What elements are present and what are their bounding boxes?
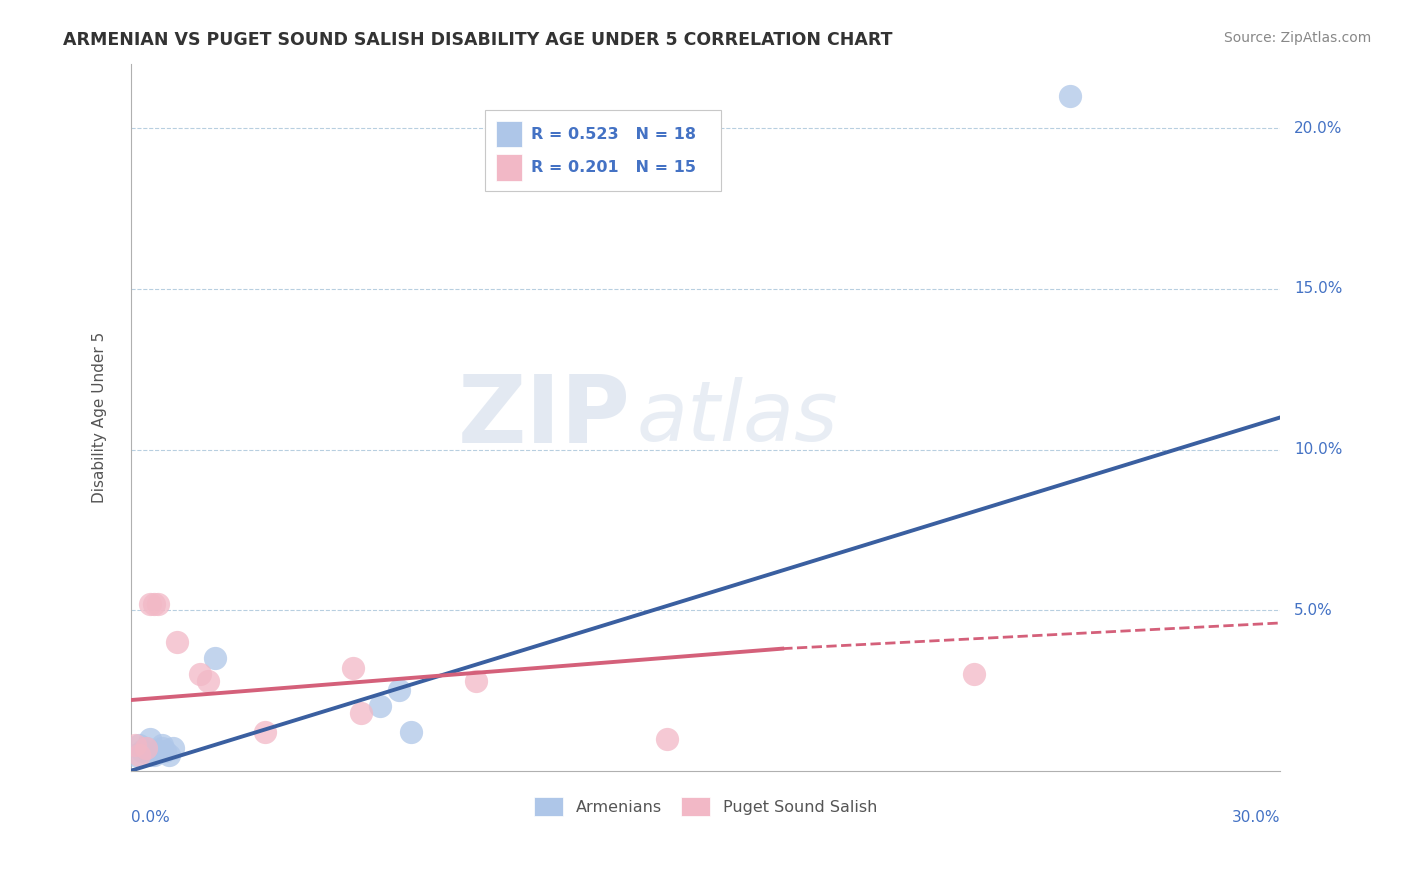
FancyBboxPatch shape (496, 120, 522, 147)
Text: ARMENIAN VS PUGET SOUND SALISH DISABILITY AGE UNDER 5 CORRELATION CHART: ARMENIAN VS PUGET SOUND SALISH DISABILIT… (63, 31, 893, 49)
Text: atlas: atlas (637, 377, 838, 458)
Text: 15.0%: 15.0% (1294, 281, 1343, 296)
Y-axis label: Disability Age Under 5: Disability Age Under 5 (93, 332, 107, 503)
Point (155, 744, 177, 758)
Point (139, 597, 162, 611)
Point (342, 661, 364, 675)
Point (157, 747, 180, 762)
Point (1059, 89, 1081, 103)
Point (135, 741, 157, 756)
Text: R = 0.201   N = 15: R = 0.201 N = 15 (531, 160, 696, 175)
Point (963, 667, 986, 681)
Legend: Armenians, Puget Sound Salish: Armenians, Puget Sound Salish (527, 790, 883, 822)
Point (166, 635, 188, 649)
Point (657, 731, 679, 746)
Point (131, 744, 153, 758)
Point (197, 673, 219, 688)
Point (150, 738, 173, 752)
Point (124, 747, 146, 762)
FancyBboxPatch shape (485, 110, 721, 191)
Text: R = 0.523   N = 18: R = 0.523 N = 18 (531, 127, 696, 142)
Point (128, 738, 150, 752)
Text: Source: ZipAtlas.com: Source: ZipAtlas.com (1223, 31, 1371, 45)
Point (150, 741, 173, 756)
Point (135, 741, 157, 756)
Point (128, 747, 150, 762)
Point (399, 725, 422, 739)
Point (142, 597, 165, 611)
Point (146, 597, 169, 611)
Point (350, 706, 373, 720)
Text: ZIP: ZIP (458, 371, 631, 463)
Text: 5.0%: 5.0% (1294, 603, 1333, 617)
Text: 20.0%: 20.0% (1294, 120, 1343, 136)
Text: 30.0%: 30.0% (1232, 810, 1281, 824)
Point (139, 747, 162, 762)
Point (146, 744, 169, 758)
Point (188, 667, 211, 681)
Point (162, 741, 184, 756)
Point (204, 651, 226, 665)
Point (388, 683, 411, 698)
Point (124, 738, 146, 752)
Text: 0.0%: 0.0% (131, 810, 170, 824)
Point (254, 725, 277, 739)
Point (142, 747, 165, 762)
Point (464, 673, 486, 688)
Point (368, 699, 391, 714)
Point (139, 731, 162, 746)
Text: 10.0%: 10.0% (1294, 442, 1343, 457)
FancyBboxPatch shape (496, 153, 522, 181)
